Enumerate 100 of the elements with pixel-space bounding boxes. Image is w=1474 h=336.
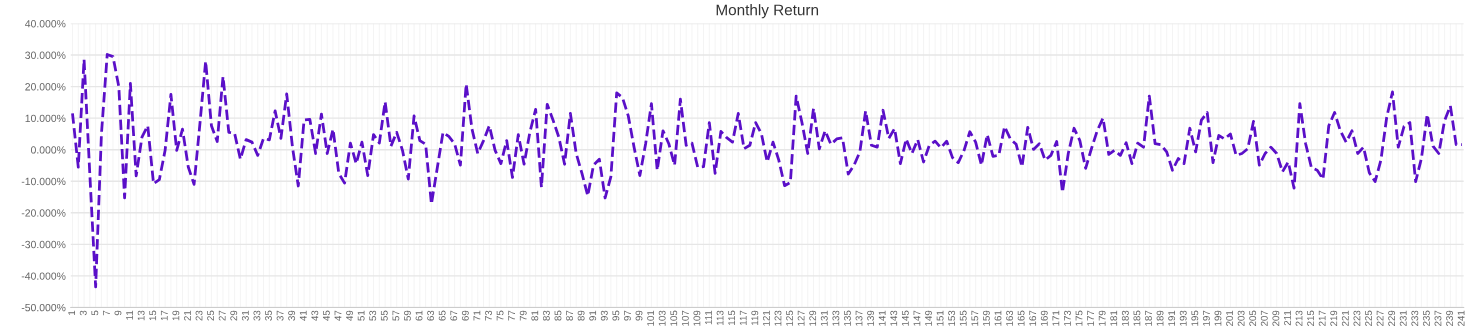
x-tick-label: 71	[473, 310, 481, 321]
x-tick-label: 173	[1063, 310, 1071, 326]
x-tick-label: 61	[415, 310, 423, 321]
x-tick-label: 115	[728, 310, 736, 325]
x-tick-label: 9	[114, 310, 122, 316]
line-series	[71, 53, 1464, 289]
x-tick-label: 157	[971, 310, 979, 326]
x-tick-label: 139	[867, 310, 875, 326]
x-tick-label: 3	[79, 310, 87, 316]
x-tick-label: 91	[589, 310, 597, 321]
x-tick-label: 199	[1214, 310, 1222, 326]
x-tick-label: 47	[334, 310, 342, 321]
x-tick-label: 119	[751, 310, 759, 325]
x-tick-label: 5	[91, 310, 99, 316]
x-tick-label: 211	[1283, 310, 1291, 326]
x-tick-label: 203	[1237, 310, 1245, 326]
x-tick-label: 169	[1040, 310, 1048, 326]
y-tick-label: -40.000%	[21, 272, 66, 280]
x-tick-label: 41	[299, 310, 307, 321]
x-tick-label: 141	[878, 310, 886, 326]
x-tick-label: 19	[172, 310, 180, 321]
x-tick-label: 205	[1249, 310, 1257, 326]
x-tick-label: 241	[1457, 310, 1465, 326]
y-tick-label: 0.000%	[30, 146, 66, 154]
x-tick-label: 231	[1399, 310, 1407, 326]
x-tick-label: 229	[1388, 310, 1396, 326]
x-tick-label: 75	[496, 310, 504, 321]
x-tick-label: 33	[253, 310, 261, 321]
x-tick-label: 105	[670, 310, 678, 326]
x-tick-label: 233	[1411, 310, 1419, 326]
x-tick-label: 65	[438, 310, 446, 321]
chart-title: Monthly Return	[716, 4, 819, 19]
x-tick-label: 161	[994, 310, 1002, 326]
x-tick-label: 27	[218, 310, 226, 321]
x-tick-label: 179	[1098, 310, 1106, 326]
x-tick-label: 129	[809, 310, 817, 326]
x-tick-label: 201	[1226, 310, 1233, 326]
x-tick-label: 137	[855, 310, 863, 326]
y-tick-label: -50.000%	[21, 303, 66, 312]
x-tick-label: 167	[1029, 310, 1037, 326]
x-tick-label: 217	[1318, 310, 1326, 326]
x-tick-label: 177	[1087, 310, 1094, 326]
x-tick-label: 7	[103, 310, 110, 316]
x-tick-label: 57	[392, 310, 400, 321]
x-tick-label: 53	[369, 310, 377, 321]
x-tick-label: 13	[137, 310, 145, 321]
x-tick-label: 101	[647, 310, 655, 326]
x-tick-label: 51	[357, 310, 365, 321]
x-tick-label: 133	[832, 310, 840, 326]
x-tick-label: 1	[68, 310, 75, 315]
x-tick-label: 191	[1168, 310, 1176, 326]
x-tick-label: 187	[1145, 310, 1152, 326]
x-tick-label: 49	[346, 310, 353, 321]
x-tick-label: 147	[913, 310, 921, 326]
y-tick-label: -10.000%	[21, 177, 66, 186]
x-tick-label: 87	[566, 310, 573, 321]
x-tick-label: 77	[508, 310, 515, 321]
x-tick-label: 67	[450, 310, 458, 321]
x-tick-label: 35	[265, 310, 272, 321]
x-tick-label: 73	[485, 310, 492, 321]
x-tick-label: 135	[843, 310, 851, 326]
x-tick-label: 227	[1376, 310, 1384, 326]
x-tick-label: 163	[1006, 310, 1013, 326]
x-tick-label: 63	[427, 310, 435, 321]
x-tick-label: 193	[1179, 310, 1187, 326]
x-tick-label: 79	[519, 310, 527, 321]
x-tick-label: 185	[1133, 310, 1141, 326]
x-tick-label: 23	[195, 310, 203, 321]
x-tick-label: 127	[797, 310, 805, 326]
y-tick-label: 40.000%	[25, 20, 66, 28]
y-tick-label: 10.000%	[25, 114, 66, 123]
x-tick-label: 237	[1434, 310, 1442, 326]
x-tick-label: 25	[207, 310, 215, 321]
x-tick-label: 235	[1422, 310, 1430, 326]
x-tick-label: 209	[1272, 310, 1280, 326]
x-tick-label: 55	[380, 310, 388, 321]
y-tick-label: 30.000%	[25, 51, 66, 59]
y-tick-label: 20.000%	[25, 83, 66, 91]
x-tick-label: 109	[693, 310, 701, 326]
x-tick-label: 189	[1156, 310, 1164, 326]
x-tick-label: 45	[323, 310, 330, 321]
x-tick-label: 131	[820, 310, 828, 326]
x-tick-label: 21	[184, 310, 191, 321]
x-tick-label: 37	[276, 310, 284, 321]
x-tick-label: 215	[1307, 310, 1315, 326]
x-tick-label: 31	[241, 310, 249, 321]
x-tick-label: 171	[1052, 310, 1060, 326]
x-tick-label: 93	[600, 310, 608, 321]
x-tick-label: 85	[554, 310, 562, 321]
x-tick-label: 121	[762, 310, 770, 326]
x-tick-label: 239	[1446, 310, 1453, 326]
y-tick-label: -30.000%	[21, 240, 66, 249]
x-tick-label: 107	[681, 310, 689, 326]
y-tick-label: -20.000%	[21, 209, 66, 217]
x-tick-label: 165	[1017, 310, 1025, 326]
x-tick-label: 11	[126, 310, 133, 320]
x-tick-label: 219	[1330, 310, 1338, 326]
x-tick-label: 151	[936, 310, 944, 326]
x-tick-label: 197	[1202, 310, 1210, 326]
x-tick-label: 97	[624, 310, 631, 321]
